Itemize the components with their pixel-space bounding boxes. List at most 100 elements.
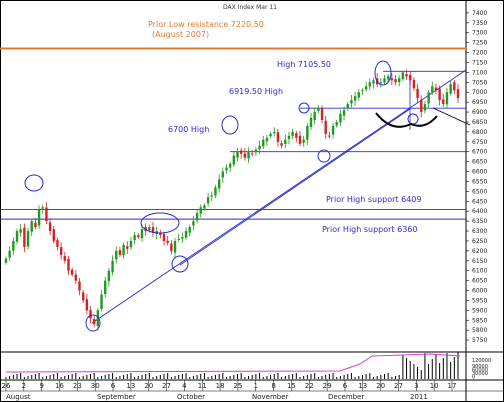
month-label: October: [177, 393, 205, 401]
candle-body: [398, 78, 401, 83]
candle-body: [23, 227, 26, 247]
month-label: November: [252, 393, 289, 401]
annotation-circle: [407, 113, 419, 125]
x-tick-label: 27: [162, 382, 171, 390]
candle-body: [34, 222, 37, 228]
candle-body: [416, 88, 419, 99]
candle-body: [214, 187, 217, 196]
candle-body: [37, 209, 41, 226]
candle-body: [298, 135, 302, 144]
candle-body: [328, 135, 331, 137]
candle-body: [372, 80, 375, 84]
candle-body: [320, 107, 324, 120]
candle-body: [225, 167, 228, 171]
candle-body: [394, 79, 397, 83]
y-tick-label: 5800: [472, 327, 487, 334]
trendline-secondary: [179, 108, 411, 266]
candle-body: [232, 155, 236, 165]
y-tick-label: 6900: [472, 109, 487, 116]
candle-body: [295, 133, 298, 138]
candle-body: [181, 236, 184, 239]
candle-body: [217, 179, 221, 189]
candle-body: [126, 246, 129, 249]
candle-body: [265, 137, 269, 142]
x-tick-label: 8: [271, 382, 275, 390]
x-tick-label: 27: [394, 382, 403, 390]
candle-body: [401, 72, 405, 80]
candle-body: [438, 88, 441, 101]
candle-body: [427, 92, 430, 104]
y-tick-label: 6850: [472, 119, 487, 126]
y-tick-label: 5950: [472, 297, 487, 304]
y-tick-label: 7050: [472, 79, 487, 86]
candle-body: [104, 280, 107, 295]
x-tick-label: 15: [287, 382, 296, 390]
y-tick-label: 6600: [472, 169, 487, 176]
x-tick-label: 6: [111, 382, 116, 390]
y-tick-label: 7150: [472, 59, 487, 66]
candle-body: [335, 121, 338, 126]
candle-body: [170, 243, 173, 251]
annotation-circle: [298, 102, 310, 114]
x-tick-label: 9: [39, 382, 43, 390]
candle-body: [133, 234, 136, 241]
y-tick-label: 6250: [472, 238, 487, 245]
y-tick-label: 5850: [472, 317, 487, 324]
candle-body: [52, 229, 55, 241]
candles: [4, 69, 460, 331]
candle-body: [453, 82, 456, 91]
y-tick-label: 7100: [472, 69, 487, 76]
candle-body: [386, 76, 390, 80]
x-tick-label: 11: [198, 382, 207, 390]
y-tick-label: 7400: [472, 10, 487, 17]
candle-body: [74, 274, 78, 281]
candle-body: [254, 149, 258, 153]
x-tick-label: 3: [414, 382, 418, 390]
y-tick-label: 6350: [472, 218, 487, 225]
candle-body: [129, 240, 133, 248]
candle-body: [210, 195, 213, 197]
candle-body: [262, 139, 265, 147]
y-tick-label: 6450: [472, 198, 487, 205]
annotation-circle: [85, 314, 101, 332]
y-tick-label: 7350: [472, 20, 487, 27]
candle-body: [148, 227, 151, 231]
candle-body: [251, 153, 254, 155]
candle-body: [228, 163, 232, 168]
candle-body: [273, 131, 276, 134]
candle-body: [364, 86, 368, 90]
annotation-circle: [171, 255, 189, 273]
high-6700-label: 6700 High: [168, 125, 209, 134]
x-tick-label: 1: [254, 382, 258, 390]
candle-body: [26, 231, 30, 247]
y-tick-label: 7300: [472, 30, 487, 37]
candle-body: [173, 240, 177, 253]
candle-body: [140, 229, 144, 239]
candle-body: [302, 139, 305, 143]
y-tick-label: 6200: [472, 248, 487, 255]
candle-body: [221, 171, 225, 178]
candle-body: [192, 221, 195, 226]
candle-body: [199, 207, 202, 214]
trendline-primary: [91, 69, 467, 324]
y-tick-label: 6300: [472, 228, 487, 235]
candle-body: [59, 247, 63, 255]
x-tick-label: 13: [126, 382, 135, 390]
x-tick-label: 16: [55, 382, 64, 390]
x-tick-label: 25: [233, 382, 242, 390]
candle-body: [243, 153, 247, 158]
y-tick-label: 6150: [472, 258, 487, 265]
candle-body: [159, 233, 162, 235]
candle-body: [383, 78, 386, 83]
candle-body: [111, 260, 114, 273]
candle-body: [313, 112, 316, 120]
candle-body: [420, 99, 423, 113]
y-tick-label: 6100: [472, 268, 487, 275]
candle-body: [306, 125, 309, 140]
volume-tick-label: 30000: [472, 371, 488, 377]
x-tick-label: 10: [430, 382, 439, 390]
candle-body: [357, 92, 360, 98]
